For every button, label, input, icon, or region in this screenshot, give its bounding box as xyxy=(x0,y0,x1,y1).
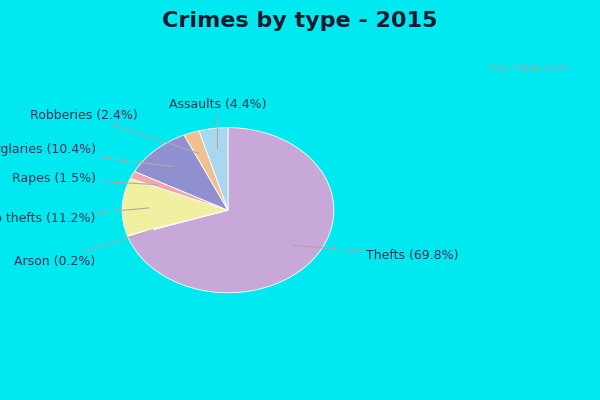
Wedge shape xyxy=(134,135,228,210)
Text: Burglaries (10.4%): Burglaries (10.4%) xyxy=(0,144,173,166)
Wedge shape xyxy=(127,210,228,236)
Wedge shape xyxy=(128,128,334,293)
Wedge shape xyxy=(122,178,228,235)
Text: Arson (0.2%): Arson (0.2%) xyxy=(14,230,153,268)
Text: Thefts (69.8%): Thefts (69.8%) xyxy=(293,245,458,262)
Wedge shape xyxy=(199,128,228,210)
Text: Assaults (4.4%): Assaults (4.4%) xyxy=(169,98,266,148)
Text: Rapes (1.5%): Rapes (1.5%) xyxy=(11,172,157,185)
Wedge shape xyxy=(130,171,228,210)
Wedge shape xyxy=(184,131,228,210)
Text: City-Data.com: City-Data.com xyxy=(488,64,568,74)
Text: Auto thefts (11.2%): Auto thefts (11.2%) xyxy=(0,208,149,225)
Text: Crimes by type - 2015: Crimes by type - 2015 xyxy=(163,11,437,31)
Text: Robberies (2.4%): Robberies (2.4%) xyxy=(30,109,199,154)
